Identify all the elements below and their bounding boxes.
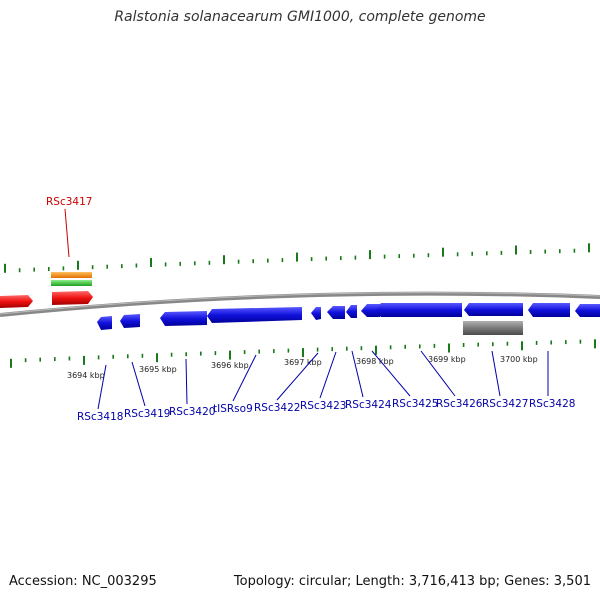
kbp-label: 3694 kbp bbox=[67, 371, 105, 380]
forward-gene-arrow-rsc3417[interactable] bbox=[52, 291, 93, 305]
gene-label-rsc3428[interactable]: RSc3428 bbox=[529, 398, 575, 410]
reverse-gene-arrow-rsc3425[interactable] bbox=[361, 304, 380, 317]
gene-label-rsc3425[interactable]: RSc3425 bbox=[392, 398, 438, 410]
leader-line-rsc3422 bbox=[276, 352, 319, 401]
reverse-gene-arrow-rsc3419[interactable] bbox=[120, 314, 140, 328]
reverse-gene-arrow-rsc3420[interactable] bbox=[160, 311, 207, 326]
reverse-gene-arrow-tisrso9[interactable] bbox=[207, 307, 302, 323]
gene-label-rsc3418[interactable]: RSc3418 bbox=[77, 411, 123, 423]
forward-gene-arrow-partial[interactable] bbox=[0, 295, 33, 308]
genome-summary-text: Topology: circular; Length: 3,716,413 bp… bbox=[233, 574, 591, 589]
feature-bar-orange[interactable] bbox=[51, 272, 92, 278]
gene-label-rsc3420[interactable]: RSc3420 bbox=[169, 406, 215, 418]
gene-label-rsc3422[interactable]: RSc3422 bbox=[254, 402, 300, 414]
kbp-label: 3697 kbp bbox=[284, 358, 322, 367]
kbp-label: 3698 kbp bbox=[356, 357, 394, 366]
chromosome-backbone bbox=[0, 291, 600, 317]
gene-label-rsc3423[interactable]: RSc3423 bbox=[300, 400, 346, 412]
reverse-gene-arrow-rsc3423[interactable] bbox=[327, 306, 345, 319]
leader-lines bbox=[64, 208, 549, 410]
outer-tick-marks bbox=[4, 243, 590, 273]
feature-bar-green[interactable] bbox=[51, 280, 92, 286]
feature-bar-gray[interactable] bbox=[463, 321, 523, 335]
leader-line-rsc3423 bbox=[319, 351, 337, 399]
gene-label-rsc3417[interactable]: RSc3417 bbox=[46, 196, 92, 208]
kbp-label: 3699 kbp bbox=[428, 355, 466, 364]
inner-tick-marks bbox=[10, 339, 596, 368]
leader-line-rsc3426 bbox=[420, 350, 456, 397]
chromosome-backbone-highlight bbox=[0, 292, 600, 315]
leader-line-rsc3424 bbox=[351, 350, 364, 398]
kbp-label: 3696 kbp bbox=[211, 361, 249, 370]
gene-label-rsc3419[interactable]: RSc3419 bbox=[124, 408, 170, 420]
leader-line-tisrso9 bbox=[232, 354, 257, 402]
leader-line-rsc3417 bbox=[64, 208, 70, 258]
leader-line-rsc3425 bbox=[371, 350, 411, 397]
gene-label-rsc3424[interactable]: RSc3424 bbox=[345, 399, 392, 411]
reverse-gene-arrow-rsc3418[interactable] bbox=[97, 316, 112, 330]
kbp-label: 3700 kbp bbox=[500, 355, 538, 364]
reverse-gene-arrow-rsc3426[interactable] bbox=[375, 303, 462, 317]
gene-label-tisrso9[interactable]: tISRso9 bbox=[213, 403, 253, 415]
kbp-label: 3695 kbp bbox=[139, 365, 177, 374]
gene-label-rsc3427[interactable]: RSc3427 bbox=[482, 398, 528, 410]
leader-line-rsc3419 bbox=[131, 361, 146, 407]
reverse-gene-arrow-rsc3427[interactable] bbox=[464, 303, 523, 316]
genome-title: Ralstonia solanacearum GMI1000, complete… bbox=[114, 9, 486, 25]
reverse-gene-arrow-partial[interactable] bbox=[575, 304, 600, 317]
reverse-gene-arrow-rsc3428[interactable] bbox=[528, 303, 570, 317]
reverse-gene-arrow-rsc3422[interactable] bbox=[311, 307, 321, 320]
kbp-labels: 3694 kbp 3695 kbp 3696 kbp 3697 kbp 3698… bbox=[67, 355, 538, 380]
reverse-gene-arrow-rsc3424[interactable] bbox=[346, 305, 357, 318]
leader-line-rsc3418 bbox=[97, 364, 107, 410]
leader-line-rsc3420 bbox=[185, 358, 188, 405]
forward-strand-features bbox=[0, 272, 93, 308]
leader-line-rsc3427 bbox=[491, 350, 501, 397]
accession-text: Accession: NC_003295 bbox=[9, 574, 157, 589]
gene-labels: RSc3417 RSc3418 RSc3419 RSc3420 tISRso9 … bbox=[46, 196, 575, 423]
reverse-strand-features bbox=[97, 303, 600, 335]
gene-label-rsc3426[interactable]: RSc3426 bbox=[436, 398, 483, 410]
